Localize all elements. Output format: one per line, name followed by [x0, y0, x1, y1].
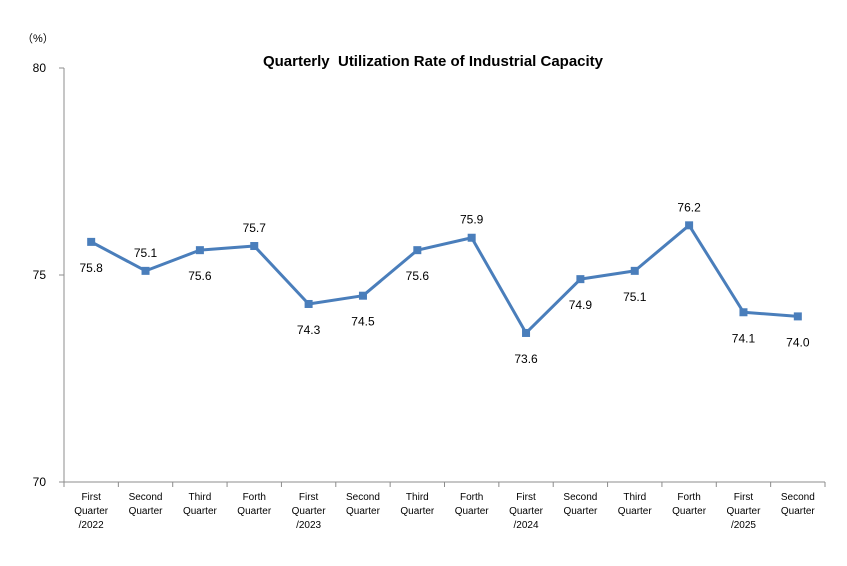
- x-tick-label-line: /2023: [296, 520, 321, 531]
- data-point-marker: [304, 299, 313, 308]
- data-point-marker: [358, 291, 367, 300]
- data-label: 76.2: [677, 200, 701, 214]
- data-labels: 75.8 75.1 75.6 75.7 74.3 74.5 75.6 75.9 73.6 74.9…: [79, 200, 809, 366]
- data-label: 74.5: [351, 315, 375, 329]
- x-tick-label: Second Quarter: [129, 492, 164, 517]
- x-tick-label: First Quarter/2025: [727, 492, 762, 531]
- x-tick-label-line: Quarter: [781, 506, 816, 517]
- data-label: 75.6: [406, 269, 430, 283]
- x-tick-label: Forth Quarter: [672, 492, 707, 517]
- x-tick-label: First Quarter/2022: [74, 492, 109, 531]
- x-tick-label: First Quarter/2023: [292, 492, 327, 531]
- data-point-marker: [250, 242, 259, 251]
- data-point-marker: [576, 275, 585, 284]
- x-tick-label-line: Quarter: [292, 506, 327, 517]
- x-tick-label-line: Quarter: [455, 506, 490, 517]
- x-tick-label: Second Quarter: [346, 492, 381, 517]
- data-label: 75.1: [623, 290, 647, 304]
- x-tick-label-line: First: [516, 492, 536, 503]
- x-tick-label-line: First: [299, 492, 319, 503]
- data-label: 75.6: [188, 269, 212, 283]
- x-tick-label: First Quarter/2024: [509, 492, 544, 531]
- data-point-marker: [685, 221, 694, 230]
- x-tick-label-line: Quarter: [183, 506, 218, 517]
- x-tick-label: Second Quarter: [781, 492, 816, 517]
- data-label: 75.9: [460, 213, 484, 227]
- x-tick-label: Third Quarter: [400, 492, 435, 517]
- data-point-marker: [195, 246, 204, 255]
- x-tick-label-line: First: [81, 492, 101, 503]
- y-axis-ticks: 70 75 80: [33, 61, 64, 489]
- x-tick-label-line: /2025: [731, 520, 756, 531]
- series-line: [90, 223, 798, 335]
- x-tick-label-line: Second: [346, 492, 380, 503]
- x-tick-label-line: Second: [563, 492, 597, 503]
- x-tick-label-line: Forth: [460, 492, 483, 503]
- x-tick-label-line: Forth: [243, 492, 266, 503]
- x-tick-label-line: Quarter: [237, 506, 272, 517]
- data-label: 74.9: [569, 298, 593, 312]
- data-label: 73.6: [514, 352, 538, 366]
- x-tick-label-line: Forth: [677, 492, 700, 503]
- data-label: 75.7: [243, 221, 267, 235]
- x-tick-label-line: Second: [781, 492, 815, 503]
- data-label: 75.8: [79, 261, 103, 275]
- x-tick-label: Third Quarter: [618, 492, 653, 517]
- data-point-marker: [739, 308, 748, 317]
- data-point-marker: [522, 328, 531, 337]
- data-point-marker: [630, 266, 639, 275]
- x-tick-label: Third Quarter: [183, 492, 218, 517]
- y-tick-label: 70: [33, 475, 47, 489]
- x-tick-label-line: Third: [406, 492, 429, 503]
- data-point-marker: [413, 246, 422, 255]
- y-unit-label: （%）: [22, 32, 54, 45]
- x-tick-label-line: Quarter: [346, 506, 381, 517]
- data-point-marker: [467, 233, 476, 242]
- x-tick-label-line: Quarter: [563, 506, 598, 517]
- y-tick-label: 75: [33, 268, 47, 282]
- data-point-marker: [793, 312, 802, 321]
- x-tick-label-line: Quarter: [727, 506, 762, 517]
- axes: [63, 68, 825, 483]
- data-point-marker: [87, 237, 96, 246]
- x-tick-label-line: Quarter: [618, 506, 653, 517]
- x-tick-label-line: /2024: [514, 520, 539, 531]
- data-label: 74.1: [732, 331, 756, 345]
- x-tick-label-line: First: [734, 492, 754, 503]
- series-group: [87, 221, 802, 337]
- data-label: 74.3: [297, 323, 321, 337]
- x-tick-label: Forth Quarter: [455, 492, 490, 517]
- x-tick-label-line: Quarter: [672, 506, 707, 517]
- data-point-marker: [141, 266, 150, 275]
- x-tick-label: Second Quarter: [563, 492, 598, 517]
- x-tick-label-line: Quarter: [509, 506, 544, 517]
- data-label: 75.1: [134, 246, 158, 260]
- x-tick-label-line: Second: [129, 492, 163, 503]
- x-tick-label-line: /2022: [79, 520, 104, 531]
- x-tick-label-line: Third: [623, 492, 646, 503]
- chart-title: Quarterly Utilization Rate of Industrial…: [263, 53, 604, 70]
- data-label: 74.0: [786, 335, 810, 349]
- y-tick-label: 80: [33, 61, 47, 75]
- x-tick-label-line: Quarter: [400, 506, 435, 517]
- x-tick-label-line: Third: [188, 492, 211, 503]
- x-tick-label-line: Quarter: [129, 506, 164, 517]
- x-tick-label-line: Quarter: [74, 506, 109, 517]
- x-tick-label: Forth Quarter: [237, 492, 272, 517]
- x-axis-ticks: First Quarter/2022 Second Quarter Third Quart…: [63, 482, 826, 531]
